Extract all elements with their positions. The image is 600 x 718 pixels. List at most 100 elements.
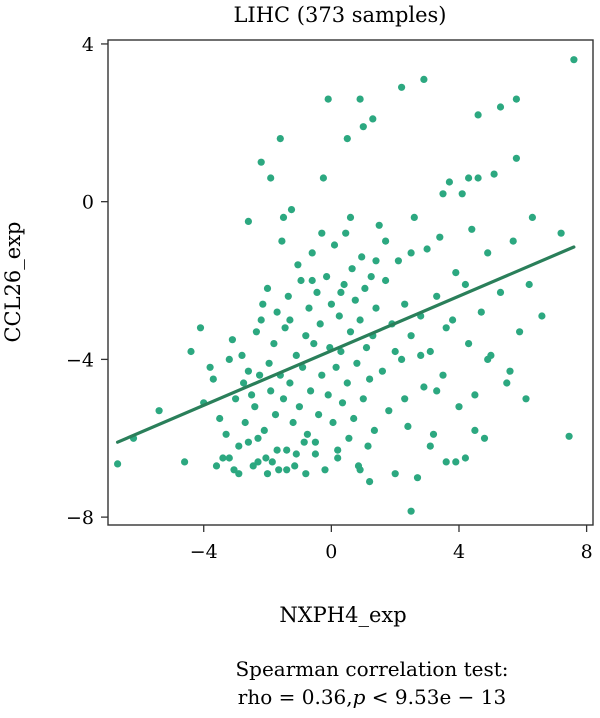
data-point-168 xyxy=(235,470,243,478)
data-point-35 xyxy=(273,308,281,316)
data-point-28 xyxy=(262,454,270,462)
data-point-87 xyxy=(356,316,364,324)
data-point-97 xyxy=(372,304,380,312)
data-point-24 xyxy=(256,371,264,379)
y-axis-title: CCL26_exp xyxy=(1,221,25,342)
stat-annotation-line2: rho = 0.36,p < 9.53e − 13 xyxy=(238,685,506,709)
data-point-104 xyxy=(394,257,402,265)
data-point-131 xyxy=(480,434,489,442)
chart-title: LIHC (373 samples) xyxy=(233,3,446,27)
data-point-183 xyxy=(471,426,479,434)
data-point-76 xyxy=(338,399,347,407)
data-point-41 xyxy=(283,446,291,454)
data-point-92 xyxy=(364,442,372,450)
data-point-123 xyxy=(455,403,463,411)
x-tick-label: 4 xyxy=(453,541,465,563)
data-point-71 xyxy=(330,241,339,249)
data-point-89 xyxy=(359,395,367,403)
data-point-170 xyxy=(254,458,262,466)
data-point-113 xyxy=(423,245,431,253)
data-point-128 xyxy=(471,391,479,399)
data-point-126 xyxy=(465,340,473,348)
data-point-62 xyxy=(316,320,324,328)
data-point-173 xyxy=(283,466,291,474)
data-point-171 xyxy=(263,470,272,478)
data-point-193 xyxy=(308,276,316,285)
data-point-15 xyxy=(238,351,246,359)
data-point-8 xyxy=(219,454,227,462)
data-point-182 xyxy=(426,442,434,450)
data-point-9 xyxy=(222,430,230,438)
data-point-179 xyxy=(366,478,374,486)
data-point-94 xyxy=(367,273,375,281)
data-point-46 xyxy=(291,462,299,470)
data-point-160 xyxy=(465,174,473,182)
data-point-196 xyxy=(391,347,399,356)
data-point-159 xyxy=(439,190,447,198)
data-point-137 xyxy=(509,237,517,245)
data-point-17 xyxy=(241,418,249,427)
data-point-54 xyxy=(303,430,311,438)
data-point-58 xyxy=(310,340,318,348)
data-point-147 xyxy=(276,135,284,143)
data-point-144 xyxy=(570,56,578,64)
data-point-6 xyxy=(209,375,217,383)
x-axis-title: NXPH4_exp xyxy=(279,603,406,627)
data-point-146 xyxy=(267,174,275,182)
data-point-63 xyxy=(318,371,326,379)
data-point-99 xyxy=(378,367,386,375)
data-point-88 xyxy=(358,253,366,261)
data-point-101 xyxy=(385,407,393,415)
y-tick-label: −4 xyxy=(66,349,94,371)
data-point-143 xyxy=(565,432,573,440)
data-point-12 xyxy=(230,466,238,474)
data-point-10 xyxy=(225,355,233,363)
p-value: < 9.53e − 13 xyxy=(365,685,506,709)
data-point-197 xyxy=(417,351,425,359)
data-point-107 xyxy=(404,422,412,430)
data-point-0 xyxy=(114,460,122,468)
data-point-135 xyxy=(496,288,505,296)
data-point-5 xyxy=(196,324,205,332)
data-point-43 xyxy=(286,379,294,387)
data-point-124 xyxy=(458,190,466,198)
data-point-150 xyxy=(356,95,364,103)
data-point-142 xyxy=(557,229,565,237)
data-point-186 xyxy=(484,355,492,363)
stat-annotation-line1: Spearman correlation test: xyxy=(235,657,508,681)
data-point-175 xyxy=(302,470,310,478)
data-point-74 xyxy=(335,312,343,320)
data-point-90 xyxy=(361,284,369,292)
data-point-129 xyxy=(474,174,482,182)
data-point-154 xyxy=(420,75,428,83)
data-point-61 xyxy=(315,411,323,419)
data-point-100 xyxy=(382,276,390,285)
data-point-198 xyxy=(433,387,441,395)
data-point-73 xyxy=(334,446,342,454)
data-point-20 xyxy=(249,462,257,470)
data-point-56 xyxy=(307,387,315,395)
data-point-39 xyxy=(279,395,288,403)
data-point-162 xyxy=(279,213,288,221)
data-point-156 xyxy=(496,103,505,111)
data-point-32 xyxy=(268,458,276,466)
data-point-96 xyxy=(370,426,378,434)
data-point-75 xyxy=(337,347,345,356)
data-point-34 xyxy=(271,411,280,419)
data-point-18 xyxy=(244,367,252,375)
data-point-176 xyxy=(311,438,319,446)
data-point-33 xyxy=(270,340,278,348)
data-point-83 xyxy=(350,414,358,423)
data-point-84 xyxy=(351,296,359,304)
data-point-180 xyxy=(407,507,415,515)
data-point-145 xyxy=(257,158,265,166)
rho-value: rho = 0.36, xyxy=(238,685,353,709)
data-point-21 xyxy=(251,403,259,411)
data-point-47 xyxy=(292,351,300,359)
data-point-152 xyxy=(369,115,377,123)
data-point-127 xyxy=(468,225,476,233)
data-point-16 xyxy=(240,379,248,387)
data-point-114 xyxy=(426,347,434,356)
data-point-151 xyxy=(359,123,367,131)
